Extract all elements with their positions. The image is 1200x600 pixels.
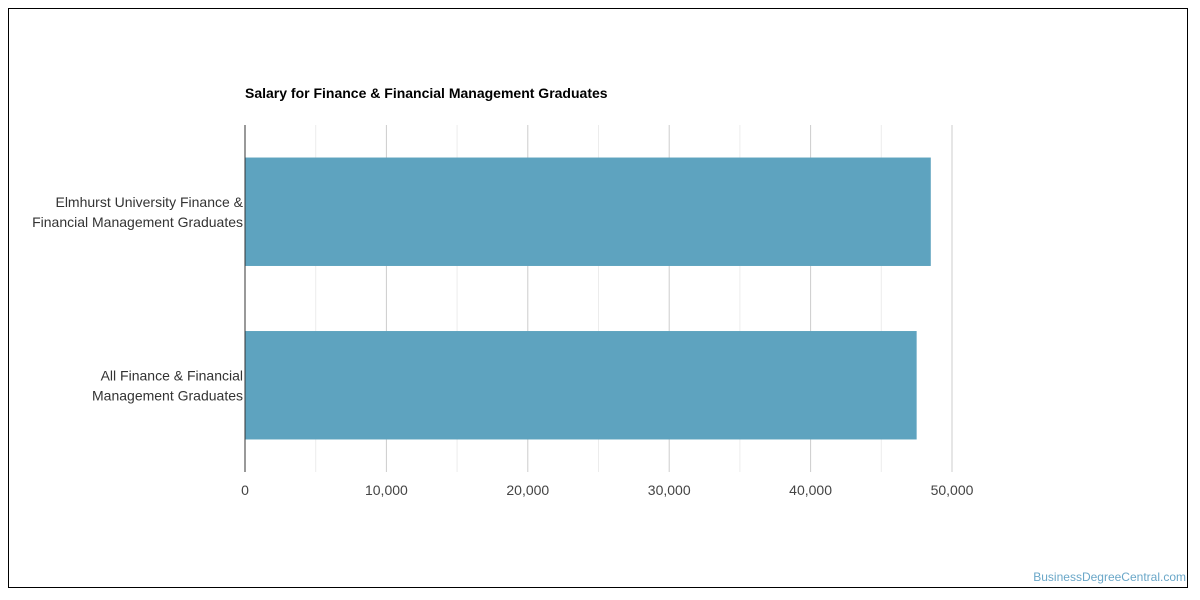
- chart-title: Salary for Finance & Financial Managemen…: [245, 85, 608, 101]
- x-tick-label: 0: [241, 482, 249, 498]
- x-tick-label: 20,000: [506, 482, 549, 498]
- site-credit-link[interactable]: BusinessDegreeCentral.com: [1033, 570, 1186, 584]
- bar: [245, 157, 931, 266]
- x-tick-label: 50,000: [931, 482, 974, 498]
- category-label: Elmhurst University Finance & Financial M…: [32, 194, 244, 230]
- x-tick-label: 10,000: [365, 482, 408, 498]
- x-tick-label: 40,000: [789, 482, 832, 498]
- category-label: All Finance & Financial Management Gradua…: [92, 367, 243, 403]
- bar: [245, 331, 917, 440]
- chart-frame: [8, 8, 1188, 588]
- x-tick-label: 30,000: [648, 482, 691, 498]
